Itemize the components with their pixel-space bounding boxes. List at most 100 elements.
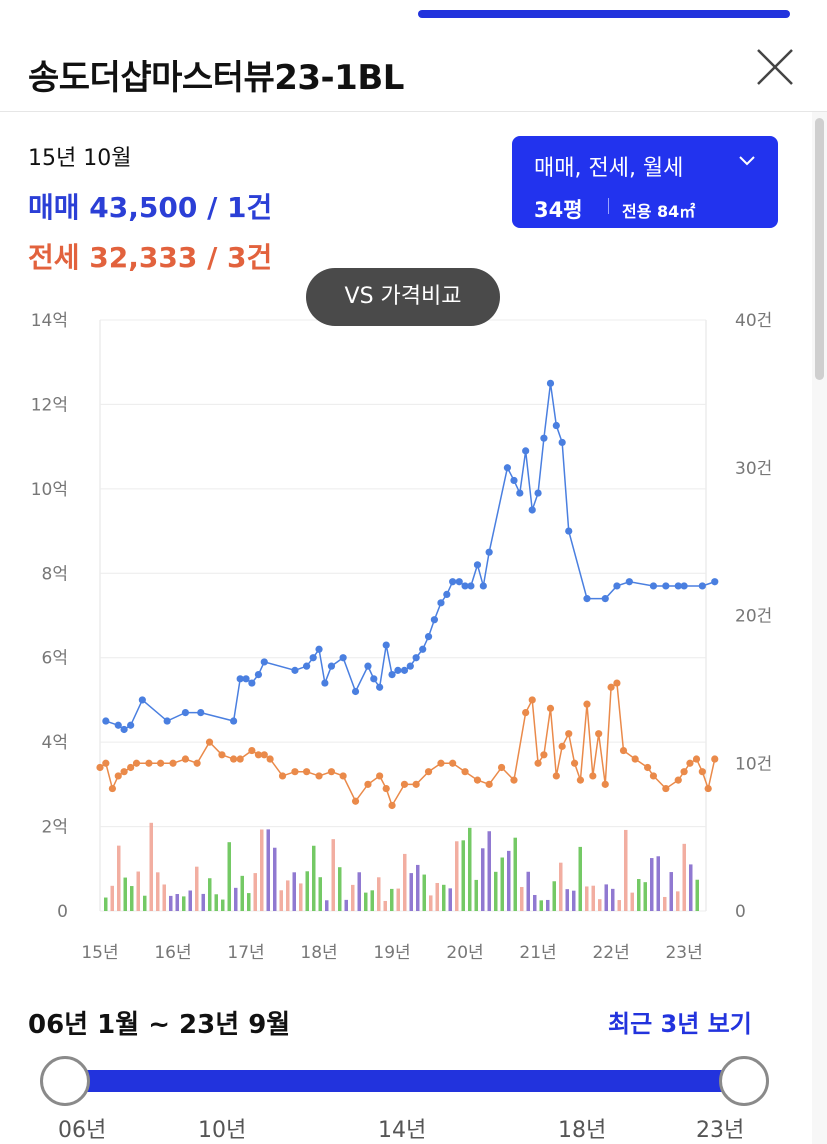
volume-bar [234, 887, 238, 911]
data-point [479, 582, 487, 590]
filter-types-label: 매매, 전세, 월세 [534, 156, 684, 181]
volume-bar [279, 890, 283, 911]
x-tick-label: 18년 [300, 943, 337, 963]
vs-compare-button[interactable]: VS 가격비교 [306, 268, 500, 326]
x-tick-label: 17년 [227, 943, 264, 963]
price-chart[interactable]: 0 2억 4억 6억 8억 10억 12억 14억 0 10건 20건 30건 40건 15년 16년 17년… [0, 290, 780, 980]
data-point [108, 784, 117, 793]
data-point [424, 768, 433, 776]
volume-bar [227, 842, 231, 911]
x-tick-label: 15년 [81, 943, 118, 963]
data-point [400, 780, 409, 788]
data-point [351, 797, 360, 805]
data-point [430, 616, 438, 624]
volume-bar [468, 827, 472, 911]
volume-bar [591, 885, 595, 911]
data-point [394, 666, 402, 674]
volume-bar [403, 853, 407, 911]
volume-bar [474, 879, 478, 911]
data-point [534, 489, 542, 497]
close-icon[interactable] [752, 44, 798, 90]
trade-type-filter-button[interactable]: 매매, 전세, 월세 34평 전용 84㎡ [512, 136, 778, 228]
data-point [419, 645, 427, 653]
data-point [278, 772, 287, 780]
volume-bar [286, 880, 290, 911]
volume-bar [201, 893, 205, 911]
volume-bar [487, 831, 491, 911]
volume-bar [461, 840, 465, 911]
y-left-tick-label: 12억 [31, 395, 68, 415]
data-point [692, 755, 701, 763]
volume-bar [396, 888, 400, 911]
volume-bar [513, 837, 517, 911]
volume-bar [312, 845, 316, 911]
x-tick-label: 16년 [154, 943, 191, 963]
y-right-tick-label: 20건 [735, 607, 772, 627]
data-point [449, 759, 457, 767]
y-right-tick-label: 40건 [735, 311, 772, 331]
chart-axes: 0 2억 4억 6억 8억 10억 12억 14억 0 10건 20건 30건 40건 15년 16년 17년… [31, 311, 773, 963]
volume-bar [442, 884, 446, 911]
data-point [522, 447, 530, 455]
data-point [266, 755, 274, 763]
volume-bar [481, 848, 485, 911]
data-point [680, 582, 688, 590]
data-point [169, 759, 177, 767]
data-point [546, 704, 555, 712]
range-slider-end-handle[interactable] [719, 1056, 769, 1106]
volume-bar [292, 872, 296, 911]
data-point [327, 768, 336, 776]
data-point [485, 780, 493, 788]
data-point [485, 548, 493, 556]
data-point [546, 379, 555, 387]
volume-bar [572, 890, 576, 911]
data-point [364, 780, 372, 788]
data-point [382, 784, 390, 793]
data-point [461, 768, 469, 776]
price-lines [96, 379, 719, 810]
data-point [510, 776, 518, 784]
recent-3-years-link[interactable]: 최근 3년 보기 [608, 1010, 752, 1038]
slider-label: 14년 [378, 1118, 427, 1143]
filter-divider [608, 198, 609, 214]
range-slider-start-handle[interactable] [40, 1056, 90, 1106]
data-point [236, 675, 244, 683]
scrollbar[interactable] [812, 112, 827, 1144]
slider-label: 23년 [696, 1118, 745, 1143]
data-point [291, 666, 299, 674]
data-point [412, 780, 420, 788]
volume-bar [520, 886, 524, 911]
data-point [601, 780, 609, 788]
range-slider-track[interactable] [66, 1070, 744, 1092]
data-point [565, 527, 573, 535]
data-point [181, 755, 190, 763]
x-tick-label: 23년 [665, 943, 702, 963]
data-point [698, 582, 706, 590]
data-point [248, 679, 256, 687]
slider-label: 18년 [558, 1118, 607, 1143]
scroll-thumb[interactable] [815, 118, 824, 380]
volume-bar [273, 847, 277, 911]
data-point [193, 759, 201, 767]
volume-bar [676, 891, 680, 911]
data-point [649, 582, 658, 590]
volume-bar [637, 879, 641, 911]
volume-bar [429, 895, 433, 911]
volume-bar [351, 884, 355, 911]
page-title: 송도더샵마스터뷰23-1BL [28, 58, 404, 98]
data-point [643, 763, 652, 772]
volume-bar [598, 899, 602, 911]
x-tick-label: 22년 [592, 943, 629, 963]
volume-bar [214, 894, 218, 911]
data-point [412, 654, 420, 662]
volume-bar [247, 893, 251, 911]
data-point [698, 768, 706, 776]
data-point [583, 595, 591, 603]
data-point [102, 759, 110, 767]
volume-bar [539, 900, 543, 911]
data-point [132, 759, 141, 767]
volume-bar [169, 895, 173, 911]
volume-bar [650, 858, 654, 911]
data-point [711, 755, 719, 763]
volume-bar [117, 845, 121, 911]
